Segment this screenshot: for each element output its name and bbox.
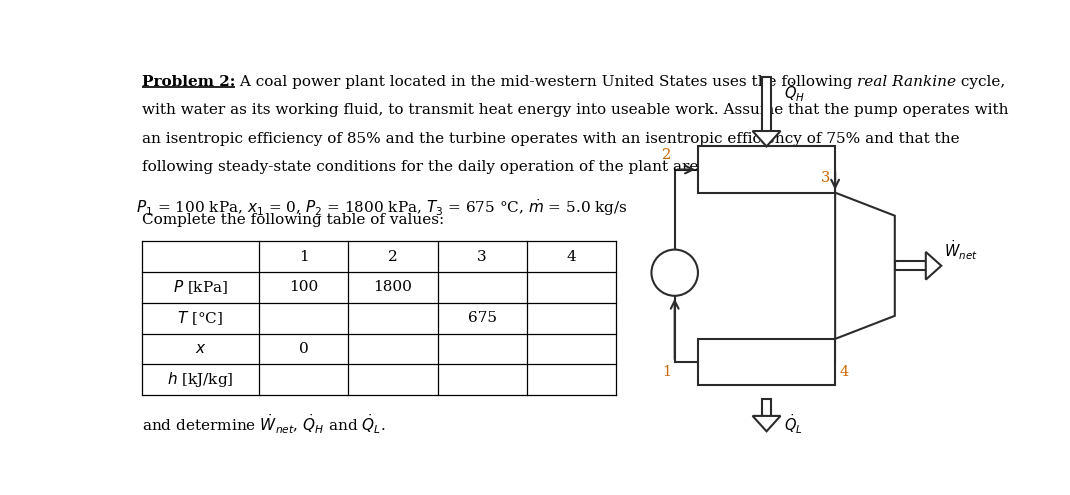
Text: Problem 2:: Problem 2: [141,75,235,89]
Text: and determine $\dot{W}_{net}$, $\dot{Q}_H$ and $\dot{Q}_L$.: and determine $\dot{W}_{net}$, $\dot{Q}_… [141,412,385,436]
Text: 3: 3 [477,249,487,263]
Text: $\dot{Q}_H$: $\dot{Q}_H$ [783,81,805,104]
Text: $\dot{W}_{net}$: $\dot{W}_{net}$ [945,239,978,262]
Text: following steady-state conditions for the daily operation of the plant are known: following steady-state conditions for th… [141,160,759,174]
Polygon shape [762,77,771,133]
Text: 1: 1 [299,249,309,263]
Text: $x$: $x$ [195,342,207,356]
Circle shape [652,249,698,296]
Text: 1: 1 [662,365,672,379]
Text: 2: 2 [388,249,398,263]
Polygon shape [752,416,780,431]
Polygon shape [762,399,771,417]
Text: cycle,: cycle, [957,75,1006,89]
Text: real Rankine: real Rankine [857,75,957,89]
Bar [698,339,835,385]
Text: $P$ [kPa]: $P$ [kPa] [172,279,228,296]
Text: an isentropic efficiency of 85% and the turbine operates with an isentropic effi: an isentropic efficiency of 85% and the … [141,132,959,146]
Text: A coal power plant located in the mid-western United States uses the following: A coal power plant located in the mid-we… [235,75,857,89]
Text: $T$ [°C]: $T$ [°C] [178,309,224,327]
Bar [698,147,835,193]
Text: Complete the following table of values:: Complete the following table of values: [141,213,444,227]
Text: $P_1$ = 100 kPa, $x_1$ = 0, $P_2$ = 1800 kPa, $T_3$ = 675 °C, $\dot{m}$ = 5.0 kg: $P_1$ = 100 kPa, $x_1$ = 0, $P_2$ = 1800… [136,197,628,218]
Text: 4: 4 [840,365,849,379]
Text: 0: 0 [299,342,309,356]
Polygon shape [895,261,926,270]
Polygon shape [926,252,942,280]
Text: 675: 675 [468,311,496,325]
Text: with water as its working fluid, to transmit heat energy into useable work. Assu: with water as its working fluid, to tran… [141,103,1008,117]
Polygon shape [752,131,780,147]
Text: 3: 3 [821,171,830,185]
Text: 2: 2 [662,148,672,162]
Text: 4: 4 [566,249,576,263]
Text: 1800: 1800 [373,280,412,295]
Polygon shape [835,193,895,339]
Text: $h$ [kJ/kg]: $h$ [kJ/kg] [167,370,233,389]
Text: $\dot{Q}_L$: $\dot{Q}_L$ [783,412,802,436]
Text: 100: 100 [289,280,319,295]
